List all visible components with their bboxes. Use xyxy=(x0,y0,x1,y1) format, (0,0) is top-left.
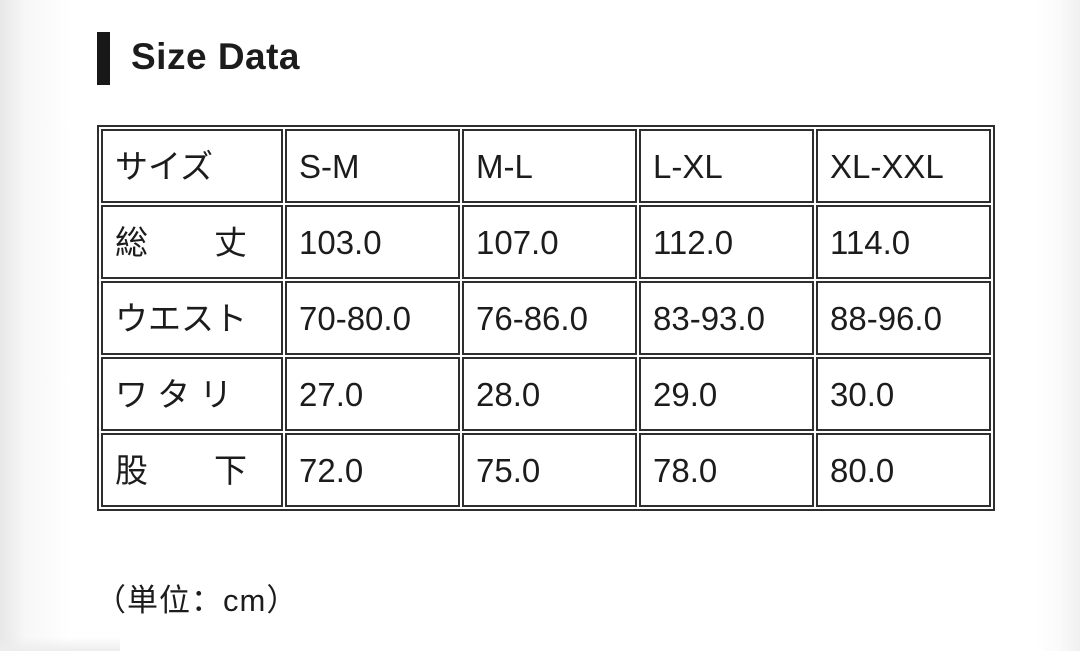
table-row-thigh: ワ タ リ 27.0 28.0 29.0 30.0 xyxy=(101,357,991,431)
table-row-waist: ウエスト 70-80.0 76-86.0 83-93.0 88-96.0 xyxy=(101,281,991,355)
cell-value: 76-86.0 xyxy=(462,281,637,355)
cell-value: 75.0 xyxy=(462,433,637,507)
size-table: サイズ S-M M-L L-XL XL-XXL 総 丈 103.0 107.0 … xyxy=(97,125,995,511)
cell-value: 30.0 xyxy=(816,357,991,431)
table-header-row: サイズ S-M M-L L-XL XL-XXL xyxy=(101,129,991,203)
cell-value: 112.0 xyxy=(639,205,814,279)
header-col-lxl: L-XL xyxy=(639,129,814,203)
row-label: 股 下 xyxy=(101,433,283,507)
cell-value: 103.0 xyxy=(285,205,460,279)
cell-value: 107.0 xyxy=(462,205,637,279)
row-label: ワ タ リ xyxy=(101,357,283,431)
cell-value: 70-80.0 xyxy=(285,281,460,355)
page-title: Size Data xyxy=(131,35,301,77)
section-heading: Size Data xyxy=(97,31,1080,85)
table-row-inseam: 股 下 72.0 75.0 78.0 80.0 xyxy=(101,433,991,507)
bottom-left-edge-shade xyxy=(0,637,120,651)
row-label: ウエスト xyxy=(101,281,283,355)
heading-accent-bar xyxy=(97,31,110,85)
header-col-xlxxl: XL-XXL xyxy=(816,129,991,203)
header-col-ml: M-L xyxy=(462,129,637,203)
row-label: 総 丈 xyxy=(101,205,283,279)
cell-value: 78.0 xyxy=(639,433,814,507)
cell-value: 83-93.0 xyxy=(639,281,814,355)
unit-note: （単位：cm） xyxy=(95,583,299,618)
table-row-total-length: 総 丈 103.0 107.0 112.0 114.0 xyxy=(101,205,991,279)
header-size-label: サイズ xyxy=(101,129,283,203)
cell-value: 29.0 xyxy=(639,357,814,431)
cell-value: 72.0 xyxy=(285,433,460,507)
cell-value: 27.0 xyxy=(285,357,460,431)
cell-value: 88-96.0 xyxy=(816,281,991,355)
cell-value: 28.0 xyxy=(462,357,637,431)
size-data-section: Size Data サイズ S-M M-L L-XL XL-XXL 総 丈 10… xyxy=(95,31,1080,618)
cell-value: 80.0 xyxy=(816,433,991,507)
cell-value: 114.0 xyxy=(816,205,991,279)
header-col-sm: S-M xyxy=(285,129,460,203)
